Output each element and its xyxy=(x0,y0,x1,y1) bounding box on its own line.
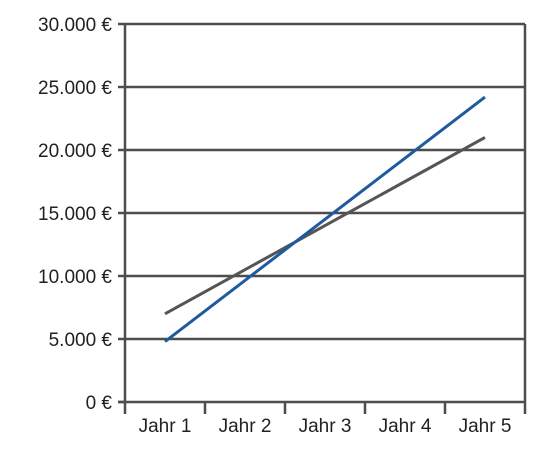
y-tick-label: 20.000 € xyxy=(38,141,112,162)
y-tick-label: 30.000 € xyxy=(38,15,112,36)
y-tick-label: 10.000 € xyxy=(38,267,112,288)
y-tick-label: 25.000 € xyxy=(38,78,112,99)
y-tick-label: 5.000 € xyxy=(49,330,113,351)
x-tick-label: Jahr 4 xyxy=(379,416,432,437)
x-tick-label: Jahr 2 xyxy=(219,416,272,437)
x-tick-label: Jahr 5 xyxy=(459,416,512,437)
y-axis-ticks: 0 € 5.000 € 10.000 € 15.000 € 20.000 € 25.000… xyxy=(38,15,125,414)
y-tick-label: 0 € xyxy=(86,393,113,414)
x-axis-ticks: Jahr 1 Jahr 2 Jahr 3 Jahr 4 Jahr 5 xyxy=(123,402,527,437)
gridlines xyxy=(125,22,525,341)
x-tick-label: Jahr 3 xyxy=(299,416,352,437)
series-lines xyxy=(164,95,486,343)
y-tick-label: 15.000 € xyxy=(38,204,112,225)
x-tick-label: Jahr 1 xyxy=(139,416,192,437)
